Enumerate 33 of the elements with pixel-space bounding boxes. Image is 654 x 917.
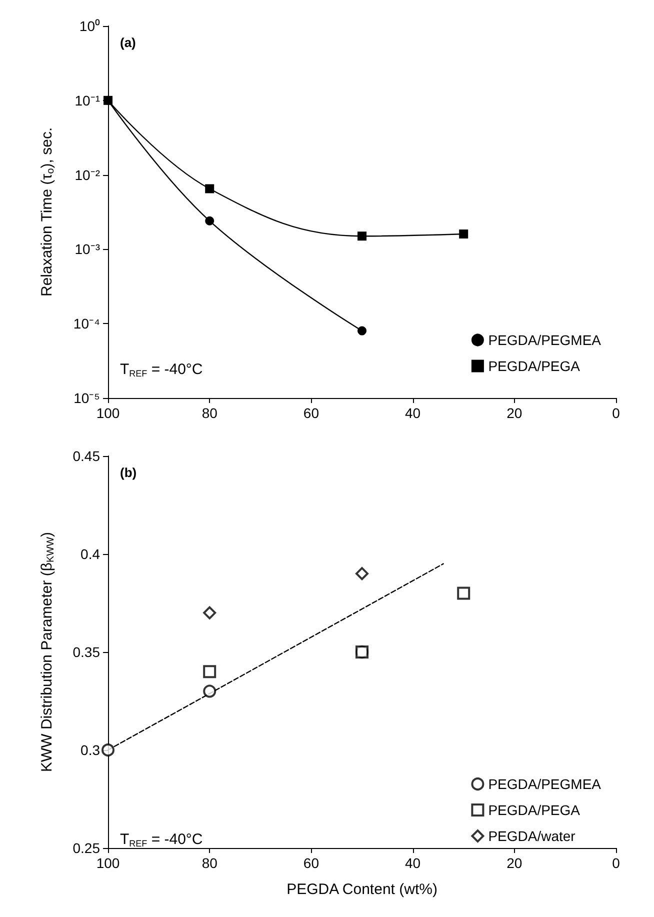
- legend-label: PEGDA/PEGMEA: [488, 332, 602, 348]
- x-tick-label: 60: [303, 405, 320, 421]
- y-tick-label: 10⁰: [79, 18, 100, 34]
- x-tick-label: 0: [612, 405, 620, 421]
- x-tick-label: 0: [612, 855, 620, 871]
- legend-label: PEGDA/water: [488, 828, 576, 844]
- annotation: (a): [120, 35, 136, 50]
- y-tick-label: 10⁻³: [74, 241, 100, 258]
- legend-label: PEGDA/PEGA: [488, 358, 581, 374]
- y-tick-label: 0.3: [80, 742, 100, 758]
- y-tick-label: 0.45: [72, 448, 100, 464]
- x-tick-label: 40: [405, 405, 421, 421]
- annotation: (b): [120, 465, 137, 480]
- x-tick-label: 100: [96, 855, 120, 871]
- y-axis-title: Relaxation Time (τo), sec.: [38, 127, 56, 297]
- x-tick-label: 20: [506, 855, 522, 871]
- y-tick-label: 0.4: [80, 546, 100, 562]
- legend-label: PEGDA/PEGMEA: [488, 776, 602, 792]
- x-tick-label: 80: [202, 405, 218, 421]
- y-tick-label: 10⁻⁵: [74, 390, 100, 406]
- y-tick-label: 10⁻⁴: [73, 316, 100, 332]
- x-tick-label: 40: [405, 855, 421, 871]
- x-tick-label: 100: [96, 405, 120, 421]
- x-axis-title: PEGDA Content (wt%): [286, 881, 438, 898]
- y-tick-label: 10⁻²: [74, 166, 100, 183]
- y-tick-label: 0.35: [72, 644, 100, 660]
- y-tick-label: 10⁻¹: [74, 92, 100, 108]
- x-tick-label: 60: [303, 855, 320, 871]
- legend-label: PEGDA/PEGA: [488, 802, 581, 818]
- y-axis-title: KWW Distribution Parameter (βKWW): [38, 532, 56, 772]
- y-tick-label: 0.25: [72, 840, 100, 856]
- x-tick-label: 20: [506, 405, 522, 421]
- x-tick-label: 80: [202, 855, 218, 871]
